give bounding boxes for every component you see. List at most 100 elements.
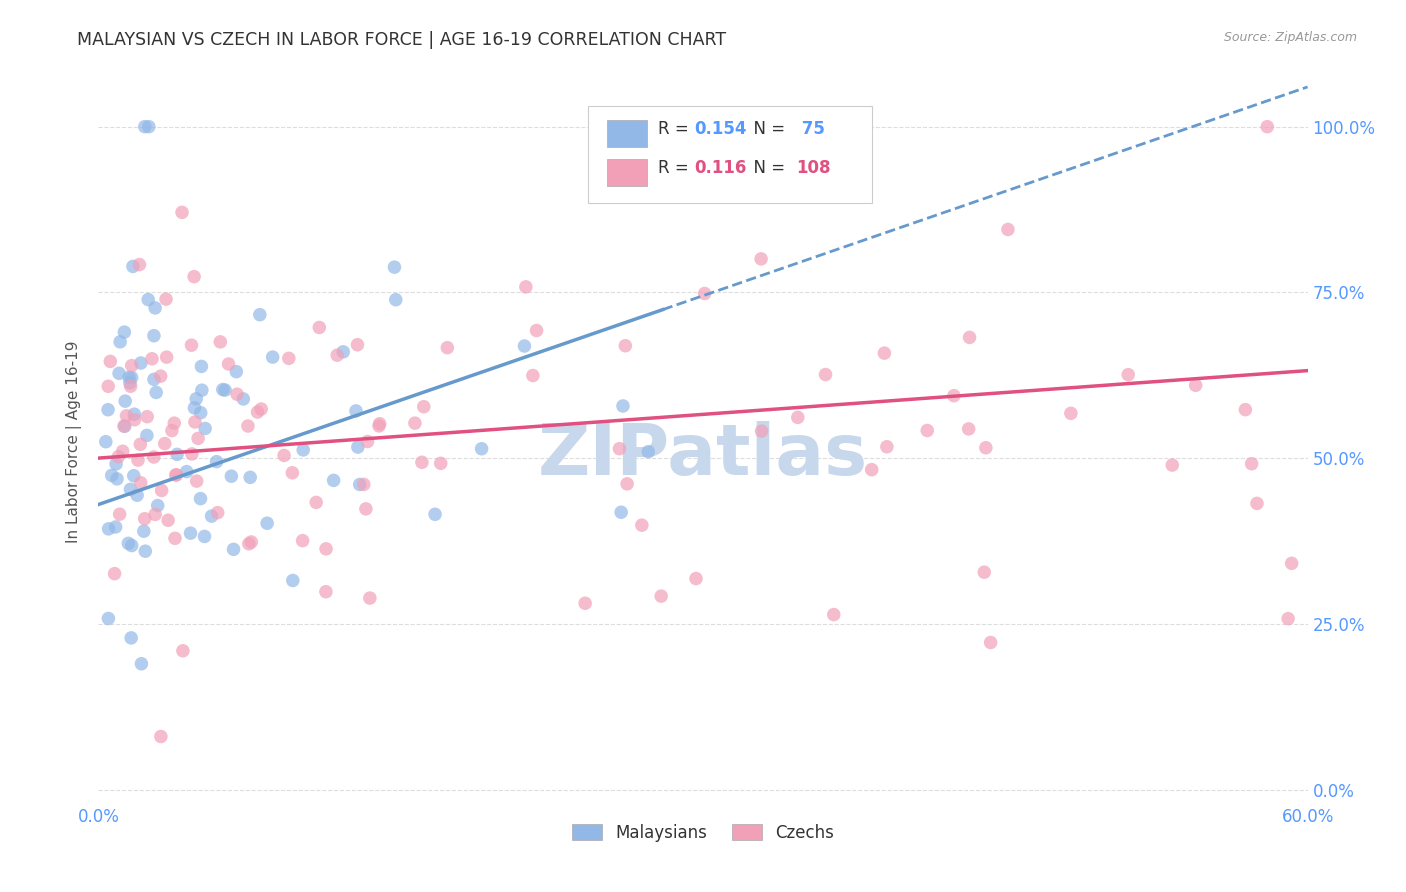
Point <box>160 424 183 438</box>
Point <box>281 466 304 480</box>
FancyBboxPatch shape <box>607 159 647 186</box>
Text: 0.116: 0.116 <box>695 159 747 177</box>
Point <box>305 495 328 509</box>
Text: ZIPatlas: ZIPatlas <box>538 422 868 491</box>
Point <box>143 508 166 522</box>
Point <box>1240 457 1263 471</box>
Point <box>136 293 159 307</box>
Point <box>1256 120 1278 134</box>
Point <box>180 338 202 352</box>
Point <box>120 379 142 393</box>
Point <box>183 269 205 284</box>
Point <box>165 468 187 483</box>
Point <box>183 401 205 415</box>
Point <box>354 501 377 516</box>
Point <box>262 350 284 364</box>
Point <box>104 520 127 534</box>
Point <box>1246 496 1268 510</box>
Point <box>149 369 172 384</box>
Point <box>256 516 278 531</box>
Point <box>170 205 193 219</box>
Point <box>997 222 1019 236</box>
Point <box>117 536 139 550</box>
Point <box>94 434 117 449</box>
Point <box>141 351 163 366</box>
Point <box>957 422 980 436</box>
Point <box>356 434 378 449</box>
Point <box>277 351 299 366</box>
Point <box>225 365 247 379</box>
Text: MALAYSIAN VS CZECH IN LABOR FORCE | AGE 16-19 CORRELATION CHART: MALAYSIAN VS CZECH IN LABOR FORCE | AGE … <box>77 31 727 49</box>
Point <box>359 591 381 605</box>
Point <box>749 252 772 266</box>
Point <box>436 341 458 355</box>
Point <box>120 483 142 497</box>
Point <box>915 424 938 438</box>
Point <box>145 385 167 400</box>
Point <box>429 456 451 470</box>
Point <box>326 348 349 362</box>
Point <box>118 376 141 390</box>
Point <box>347 440 370 454</box>
Point <box>156 350 179 364</box>
Point <box>97 402 120 417</box>
Point <box>97 379 120 393</box>
Point <box>873 346 896 360</box>
Point <box>108 507 131 521</box>
Point <box>124 407 146 421</box>
Point <box>384 260 406 274</box>
Point <box>637 444 659 458</box>
Point <box>107 450 129 464</box>
Point <box>281 574 304 588</box>
Point <box>103 566 125 581</box>
Point <box>1161 458 1184 472</box>
Text: 108: 108 <box>796 159 831 177</box>
Point <box>238 537 260 551</box>
Point <box>693 286 716 301</box>
Point <box>114 419 136 434</box>
Point <box>273 449 295 463</box>
Point <box>150 483 173 498</box>
Point <box>121 370 143 384</box>
Point <box>155 292 177 306</box>
Point <box>786 410 808 425</box>
Point <box>132 524 155 538</box>
Point <box>526 324 548 338</box>
Point <box>876 440 898 454</box>
Point <box>187 431 209 445</box>
Point <box>120 631 142 645</box>
Point <box>176 465 198 479</box>
Point <box>205 455 228 469</box>
Point <box>349 477 371 491</box>
Point <box>108 334 131 349</box>
Point <box>209 334 232 349</box>
Point <box>346 337 368 351</box>
Point <box>180 447 202 461</box>
Point <box>384 293 406 307</box>
Point <box>121 539 143 553</box>
Point <box>142 328 165 343</box>
Text: Source: ZipAtlas.com: Source: ZipAtlas.com <box>1223 31 1357 45</box>
Text: N =: N = <box>742 159 790 177</box>
Point <box>190 406 212 420</box>
FancyBboxPatch shape <box>607 120 647 147</box>
Point <box>134 512 156 526</box>
Point <box>121 359 143 373</box>
Point <box>368 417 391 431</box>
Point <box>166 447 188 461</box>
Point <box>249 308 271 322</box>
Point <box>232 392 254 406</box>
Point <box>146 499 169 513</box>
Point <box>411 455 433 469</box>
Point <box>860 463 883 477</box>
Point <box>108 367 131 381</box>
Point <box>218 357 240 371</box>
Point <box>190 491 212 506</box>
Point <box>616 476 638 491</box>
Point <box>180 526 202 541</box>
Point <box>404 416 426 430</box>
Point <box>751 424 773 438</box>
Point <box>214 383 236 397</box>
Point <box>332 344 354 359</box>
Point <box>322 474 344 488</box>
